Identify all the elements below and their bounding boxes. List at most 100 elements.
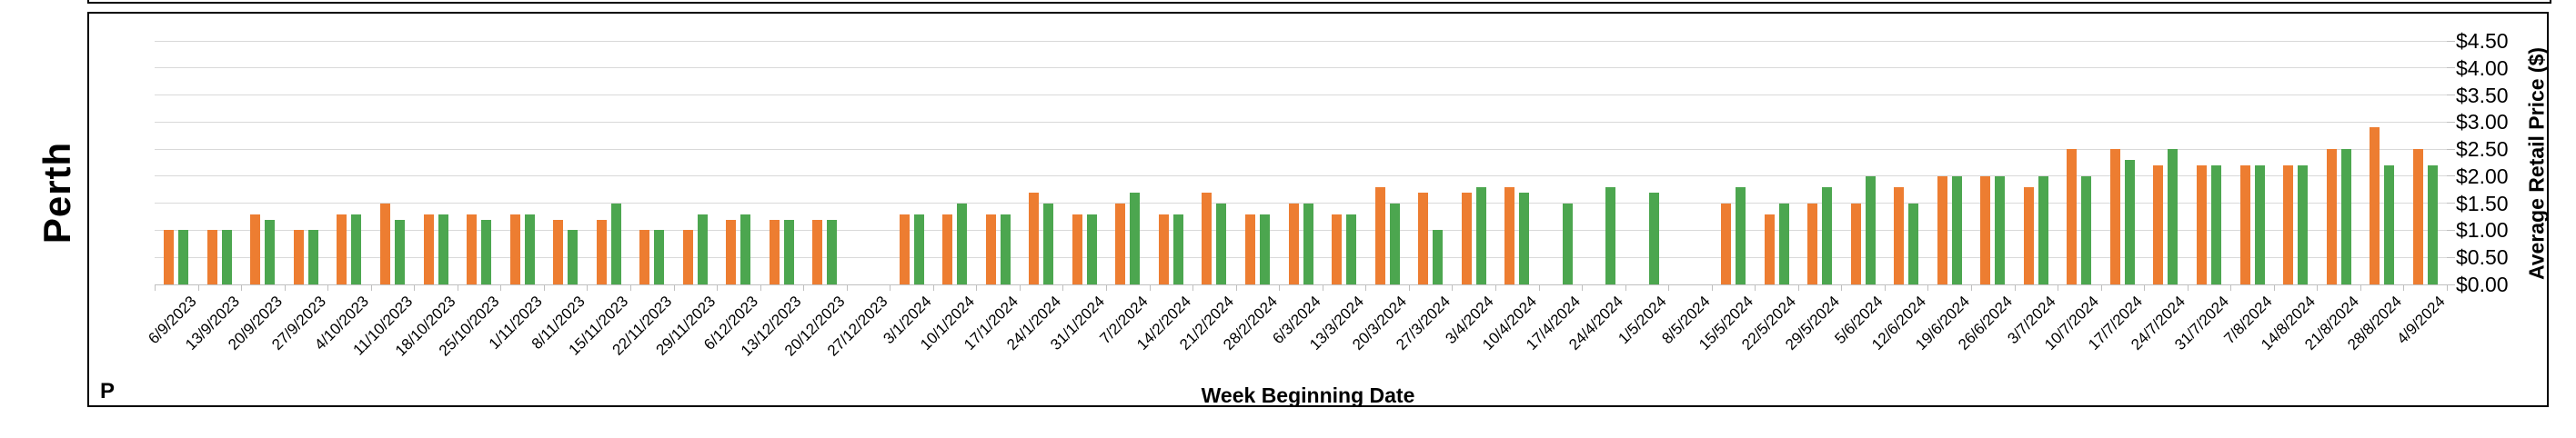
bar-series_green [1389, 203, 1400, 284]
x-axis-tick [1797, 285, 1799, 291]
bottom-left-text: P [100, 379, 116, 403]
bar-series_green [524, 214, 535, 284]
x-axis-tick [1365, 285, 1367, 291]
bar-series_orange [726, 219, 737, 284]
bar-series_orange [2067, 149, 2078, 284]
bar-series_green [697, 214, 708, 284]
x-axis-tick [1755, 285, 1756, 291]
bar-series_green [740, 214, 751, 284]
x-axis-tick [543, 285, 545, 291]
x-axis-tick [2100, 285, 2102, 291]
x-axis-tick [1192, 285, 1194, 291]
x-axis-line [155, 284, 2447, 285]
x-axis-tick [284, 285, 286, 291]
bar-series_green [610, 203, 621, 284]
bar-series_orange [1980, 175, 1991, 284]
gridline [155, 40, 2447, 42]
bar-series_orange [1332, 214, 1343, 284]
x-axis-tick [803, 285, 805, 291]
bar-series_orange [2326, 149, 2337, 284]
y-axis-tick-label: $1.50 [2456, 191, 2509, 215]
bar-series_green [913, 214, 924, 284]
bar-series_orange [2283, 164, 2294, 284]
bar-series_orange [1807, 203, 1818, 284]
bar-series_green [783, 219, 794, 284]
bar-series_orange [1764, 214, 1775, 284]
bar-series_orange [2239, 164, 2250, 284]
gridline [155, 256, 2447, 258]
y-axis-tick [2447, 67, 2455, 69]
bar-series_green [827, 219, 838, 284]
bar-series_orange [250, 214, 261, 284]
bar-series_green [1216, 203, 1227, 284]
y-axis-tick-label: $0.50 [2456, 245, 2509, 270]
x-axis-tick [587, 285, 589, 291]
x-axis-tick [500, 285, 502, 291]
bar-series_green [1995, 175, 2006, 284]
y-axis-tick [2447, 229, 2455, 231]
bar-series_green [568, 230, 579, 284]
x-axis-tick [760, 285, 761, 291]
chart-frame [87, 12, 2549, 407]
previous-chart-left-border-stub [87, 0, 89, 4]
bar-series_orange [1244, 214, 1255, 284]
bar-series_orange [596, 219, 607, 284]
x-axis-tick [2014, 285, 2016, 291]
bar-series_green [1822, 186, 1833, 284]
gridline [155, 121, 2447, 123]
bar-series_green [2038, 175, 2048, 284]
bar-series_orange [2153, 164, 2164, 284]
bar-series_green [2210, 164, 2221, 284]
x-axis-tick [370, 285, 372, 291]
bar-series_green [395, 219, 405, 284]
bar-series_green [957, 203, 968, 284]
x-axis-tick [1970, 285, 1972, 291]
bar-series_green [1865, 175, 1876, 284]
bar-series_green [654, 230, 665, 284]
x-axis-tick [1235, 285, 1237, 291]
x-axis-tick [1279, 285, 1281, 291]
bar-series_green [1043, 203, 1054, 284]
y-axis-tick-label: $3.50 [2456, 83, 2509, 107]
bar-series_orange [1115, 203, 1126, 284]
bar-series_orange [423, 214, 434, 284]
x-axis-tick [1062, 285, 1064, 291]
x-axis-tick [1668, 285, 1670, 291]
gridline [155, 67, 2447, 69]
bar-series_green [2384, 164, 2395, 284]
bar-series_orange [380, 203, 390, 284]
previous-chart-bottom-border [87, 2, 2551, 4]
x-axis-tick [2317, 285, 2319, 291]
x-axis-tick [846, 285, 848, 291]
gridline [155, 229, 2447, 231]
x-axis-tick [630, 285, 632, 291]
bar-series_green [1562, 203, 1573, 284]
bar-series_orange [2109, 149, 2120, 284]
bar-series_orange [467, 214, 478, 284]
bar-series_green [1433, 230, 1444, 284]
y-axis-title: Average Retail Price ($) [2524, 46, 2549, 281]
bar-series_green [1346, 214, 1357, 284]
bar-series_orange [639, 230, 650, 284]
x-axis-tick [1408, 285, 1410, 291]
bar-series_orange [164, 230, 175, 284]
bar-series_green [1259, 214, 1270, 284]
bar-series_orange [942, 214, 953, 284]
y-axis-tick-label: $4.50 [2456, 29, 2509, 53]
y-axis-tick [2447, 121, 2455, 123]
x-axis-tick [1452, 285, 1454, 291]
bar-series_green [351, 214, 362, 284]
bar-series_orange [899, 214, 910, 284]
x-axis-tick [932, 285, 934, 291]
bar-series_orange [553, 219, 564, 284]
x-axis-tick [2273, 285, 2275, 291]
bar-series_orange [509, 214, 520, 284]
y-axis-tick [2447, 203, 2455, 204]
bar-series_green [178, 230, 189, 284]
bar-series_green [2340, 149, 2351, 284]
bar-series_orange [2370, 127, 2380, 284]
x-axis-tick [1538, 285, 1540, 291]
bar-series_green [1130, 192, 1141, 284]
bar-series_green [1303, 203, 1313, 284]
